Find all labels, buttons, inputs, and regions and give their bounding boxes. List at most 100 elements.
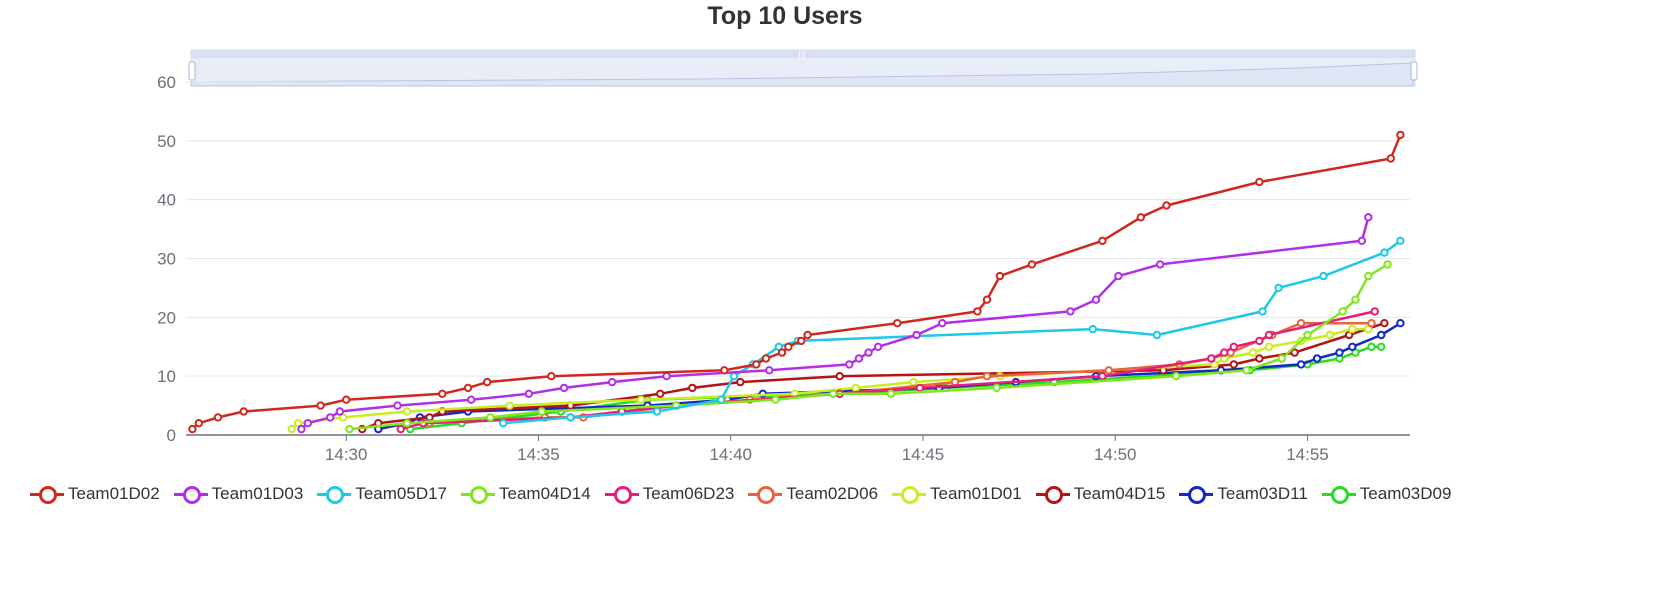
data-point[interactable] xyxy=(499,419,508,428)
data-point[interactable] xyxy=(1377,342,1386,351)
data-point[interactable] xyxy=(1088,324,1098,334)
data-point[interactable] xyxy=(1274,283,1283,293)
data-point[interactable] xyxy=(1136,213,1146,222)
data-point[interactable] xyxy=(797,336,806,346)
data-point[interactable] xyxy=(716,395,726,404)
data-point[interactable] xyxy=(915,383,924,393)
data-point[interactable] xyxy=(982,295,992,304)
data-point[interactable] xyxy=(1277,354,1287,363)
data-point[interactable] xyxy=(345,424,354,434)
data-point[interactable] xyxy=(636,395,646,404)
data-point[interactable] xyxy=(1348,342,1357,351)
data-point[interactable] xyxy=(938,319,947,328)
data-point[interactable] xyxy=(1152,330,1162,340)
data-point[interactable] xyxy=(1264,342,1274,351)
data-point[interactable] xyxy=(1114,271,1123,281)
data-point[interactable] xyxy=(886,389,896,398)
data-point[interactable] xyxy=(463,383,473,393)
data-point[interactable] xyxy=(1171,372,1181,381)
data-point[interactable] xyxy=(1027,260,1037,269)
legend-item[interactable]: Team03D11 xyxy=(1179,484,1308,504)
legend-item[interactable]: Team06D23 xyxy=(604,484,734,504)
data-point[interactable] xyxy=(1255,354,1264,363)
data-point[interactable] xyxy=(771,395,780,404)
zoom-grip-icon[interactable]: ||| xyxy=(798,49,805,59)
data-point[interactable] xyxy=(752,360,761,369)
data-point[interactable] xyxy=(1255,336,1264,346)
data-point[interactable] xyxy=(1377,330,1386,340)
legend-item[interactable]: Team01D03 xyxy=(173,484,303,504)
data-point[interactable] xyxy=(912,330,921,340)
data-point[interactable] xyxy=(1258,307,1267,316)
data-point[interactable] xyxy=(784,342,793,351)
data-point[interactable] xyxy=(396,424,405,434)
data-point[interactable] xyxy=(1303,330,1312,340)
data-point[interactable] xyxy=(566,413,575,422)
data-point[interactable] xyxy=(992,383,1001,393)
data-point[interactable] xyxy=(1066,307,1075,316)
data-point[interactable] xyxy=(1098,236,1107,246)
legend-item[interactable]: Team02D06 xyxy=(748,484,878,504)
data-point[interactable] xyxy=(845,360,854,369)
data-point[interactable] xyxy=(777,348,787,357)
data-point[interactable] xyxy=(1255,177,1264,187)
data-point[interactable] xyxy=(1386,154,1396,163)
data-point[interactable] xyxy=(1383,260,1392,269)
data-point[interactable] xyxy=(1396,130,1405,140)
data-point[interactable] xyxy=(402,407,412,416)
data-point[interactable] xyxy=(1155,260,1165,269)
data-point[interactable] xyxy=(1364,213,1373,222)
data-point[interactable] xyxy=(1351,295,1360,304)
data-point[interactable] xyxy=(303,419,312,428)
data-point[interactable] xyxy=(1098,372,1107,381)
data-point[interactable] xyxy=(1296,319,1306,328)
data-point[interactable] xyxy=(1335,348,1344,357)
legend-item[interactable]: Team04D15 xyxy=(1035,484,1165,504)
data-point[interactable] xyxy=(524,389,533,398)
data-point[interactable] xyxy=(893,319,902,328)
data-point[interactable] xyxy=(213,413,223,422)
data-point[interactable] xyxy=(1380,319,1389,328)
data-point[interactable] xyxy=(656,389,665,398)
legend-item[interactable]: Team04D14 xyxy=(461,484,591,504)
data-point[interactable] xyxy=(1312,354,1322,363)
data-point[interactable] xyxy=(720,366,729,375)
data-point[interactable] xyxy=(1264,330,1274,340)
data-point[interactable] xyxy=(239,407,248,416)
data-point[interactable] xyxy=(995,271,1005,281)
data-point[interactable] xyxy=(662,372,671,381)
data-point[interactable] xyxy=(402,419,412,428)
data-point[interactable] xyxy=(559,383,569,393)
data-point[interactable] xyxy=(1396,319,1405,328)
data-point[interactable] xyxy=(765,366,774,375)
data-point[interactable] xyxy=(1348,324,1357,334)
data-point[interactable] xyxy=(1091,295,1101,304)
data-point[interactable] xyxy=(326,413,335,422)
data-point[interactable] xyxy=(1396,236,1405,246)
data-point[interactable] xyxy=(1207,354,1216,363)
data-point[interactable] xyxy=(873,342,883,351)
data-point[interactable] xyxy=(342,395,351,404)
data-point[interactable] xyxy=(537,407,546,416)
data-point[interactable] xyxy=(287,424,296,434)
data-point[interactable] xyxy=(1367,319,1376,328)
data-point[interactable] xyxy=(973,307,982,316)
data-point[interactable] xyxy=(803,330,812,340)
data-point[interactable] xyxy=(1242,366,1251,375)
data-point[interactable] xyxy=(1364,271,1373,281)
data-point[interactable] xyxy=(467,395,476,404)
data-point[interactable] xyxy=(393,401,402,410)
data-point[interactable] xyxy=(1367,342,1376,351)
data-point[interactable] xyxy=(1104,366,1114,375)
legend-item[interactable]: Team03D09 xyxy=(1321,484,1451,504)
data-point[interactable] xyxy=(736,377,745,387)
legend-item[interactable]: Team05D17 xyxy=(317,484,447,504)
data-point[interactable] xyxy=(1325,330,1335,340)
data-point[interactable] xyxy=(1220,348,1229,357)
data-point[interactable] xyxy=(761,354,771,363)
data-point[interactable] xyxy=(1162,201,1171,210)
data-point[interactable] xyxy=(297,424,306,434)
data-point[interactable] xyxy=(1357,236,1367,246)
data-point[interactable] xyxy=(608,377,617,387)
data-point[interactable] xyxy=(1290,348,1299,357)
